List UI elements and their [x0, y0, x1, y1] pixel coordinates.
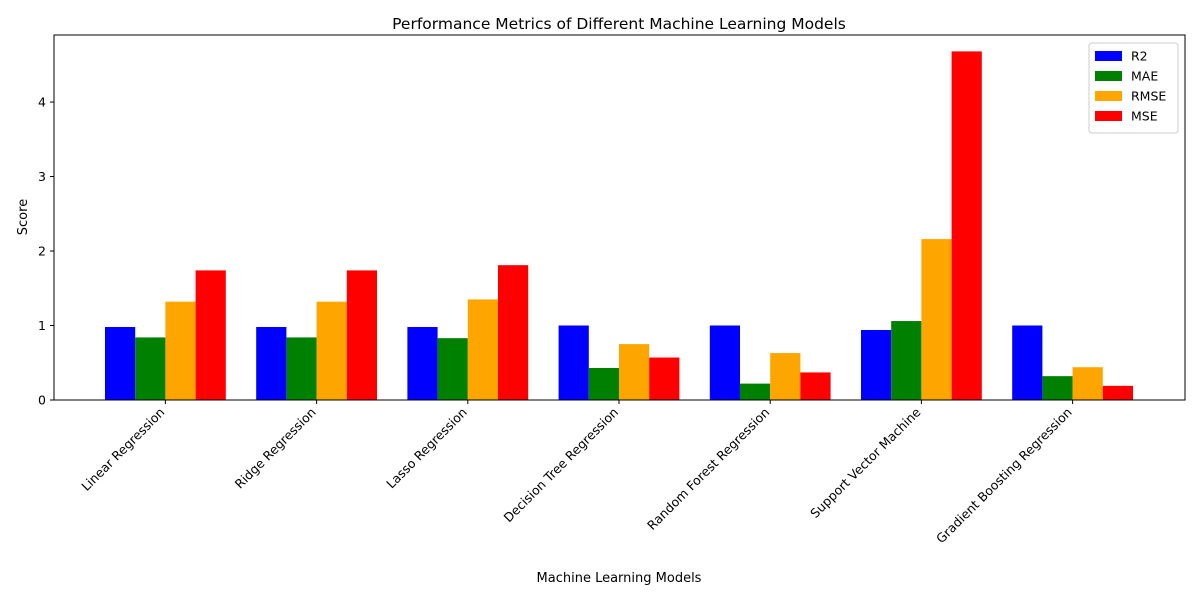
x-tick-label: Gradient Boosting Regression [933, 405, 1075, 547]
bar-mae-6 [1042, 376, 1073, 400]
y-tick-label: 1 [38, 318, 46, 333]
bar-mae-3 [588, 367, 619, 400]
bar-mse-2 [498, 265, 529, 400]
bar-rmse-3 [619, 344, 650, 400]
legend-swatch-r2 [1095, 51, 1122, 61]
chart-title: Performance Metrics of Different Machine… [392, 15, 846, 33]
bar-r2-1 [256, 327, 287, 400]
x-axis: Linear Regression Ridge Regression Lasso R… [78, 400, 1075, 547]
bar-mse-5 [951, 51, 982, 400]
legend-label-r2: R2 [1131, 49, 1148, 64]
bar-r2-2 [407, 327, 438, 400]
bar-mae-5 [891, 321, 922, 400]
bar-r2-6 [1012, 325, 1043, 400]
bar-mae-4 [740, 383, 771, 400]
bar-mse-1 [346, 270, 377, 400]
bar-rmse-6 [1072, 367, 1103, 400]
x-tick-label: Lasso Regression [383, 405, 470, 492]
bar-mse-4 [800, 372, 831, 400]
legend: R2 MAE RMSE MSE [1088, 42, 1179, 134]
bar-rmse-5 [921, 239, 952, 400]
bar-r2-5 [861, 329, 892, 400]
bar-mse-6 [1102, 385, 1133, 400]
bar-rmse-2 [467, 299, 498, 400]
legend-label-mae: MAE [1131, 69, 1158, 84]
legend-label-mse: MSE [1131, 109, 1158, 124]
bar-r2-3 [558, 325, 589, 400]
legend-box [1088, 42, 1179, 134]
bar-r2-0 [105, 327, 136, 400]
x-tick-label: Decision Tree Regression [500, 405, 621, 526]
legend-swatch-mse [1095, 111, 1122, 121]
plot-frame [53, 34, 1186, 401]
bar-mae-0 [135, 337, 166, 400]
bar-rmse-1 [316, 301, 347, 400]
x-tick-label: Support Vector Machine [807, 404, 924, 521]
legend-swatch-rmse [1095, 91, 1122, 101]
x-tick-label: Random Forest Regression [644, 405, 772, 533]
y-tick-label: 2 [38, 244, 46, 259]
y-axis-title: Score [16, 199, 31, 235]
bar-mse-3 [649, 357, 680, 400]
y-tick-label: 3 [38, 169, 46, 184]
legend-label-rmse: RMSE [1131, 89, 1166, 104]
y-tick-label: 0 [38, 393, 46, 408]
bar-rmse-0 [165, 301, 196, 400]
bar-mae-2 [437, 338, 468, 400]
bar-mae-1 [286, 337, 317, 400]
bar-rmse-4 [770, 353, 801, 400]
x-tick-label: Ridge Regression [232, 405, 319, 492]
y-axis: 0 1 2 3 4 [38, 95, 54, 408]
bars-group [105, 51, 1133, 400]
bar-mse-0 [195, 270, 226, 400]
legend-swatch-mae [1095, 71, 1122, 81]
x-axis-title: Machine Learning Models [537, 571, 702, 586]
x-tick-label: Linear Regression [78, 405, 167, 494]
bar-r2-4 [709, 325, 740, 400]
y-tick-label: 4 [38, 95, 46, 110]
